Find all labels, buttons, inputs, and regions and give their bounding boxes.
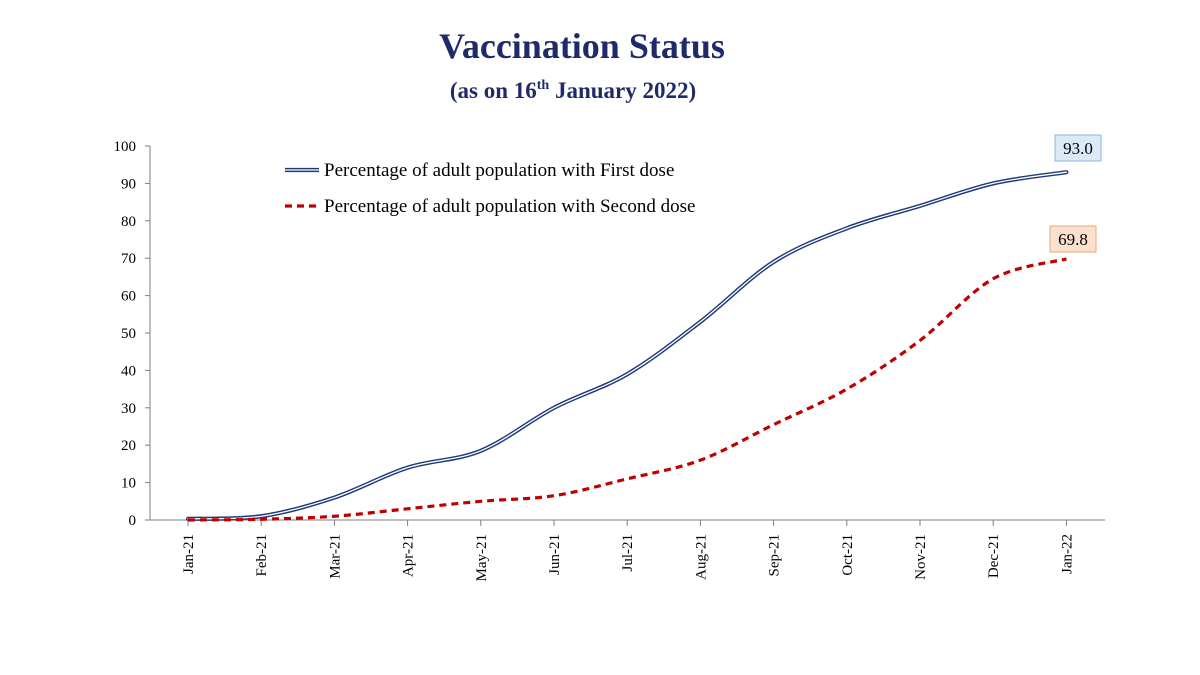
x-tick-label: Mar-21 xyxy=(327,534,343,579)
x-axis-ticks: Jan-21 Feb-21 Mar-21 Apr-21 May-21 Jun-21 Jul-… xyxy=(181,520,1075,582)
end-label-box xyxy=(1049,225,1097,253)
x-tick-label: Nov-21 xyxy=(913,534,929,580)
y-tick-label: 10 xyxy=(121,476,136,492)
chart-subtitle: (as on 16th January 2022) xyxy=(450,78,696,103)
end-labels: 93.0 69.8 xyxy=(1049,134,1102,253)
series-line-path xyxy=(187,257,1067,522)
end-label-text: 69.8 xyxy=(1058,230,1088,249)
x-tick-label: Aug-21 xyxy=(693,534,709,580)
end-label-box xyxy=(1054,134,1102,162)
y-tick-label: 60 xyxy=(121,289,136,305)
chart-title: Vaccination Status xyxy=(439,26,725,66)
x-tick-label: Oct-21 xyxy=(840,534,856,576)
y-tick-label: 80 xyxy=(121,214,136,230)
series-layer xyxy=(185,170,1069,522)
x-tick-label: Sep-21 xyxy=(767,534,783,577)
legend: Percentage of adult population with Firs… xyxy=(285,160,695,217)
x-tick-label: Dec-21 xyxy=(986,534,1002,578)
series-line-2 xyxy=(187,257,1067,522)
x-tick-label: Jul-21 xyxy=(620,534,636,572)
y-tick-label: 90 xyxy=(121,176,136,192)
chart-subtitle-superscript: th xyxy=(537,78,550,93)
y-tick-label: 70 xyxy=(121,251,136,267)
y-tick-label: 30 xyxy=(121,401,136,417)
x-tick-label: Feb-21 xyxy=(254,534,270,577)
y-tick-label: 40 xyxy=(121,363,136,379)
series-line-1 xyxy=(185,170,1069,521)
chart-subtitle-prefix: (as on 16 xyxy=(450,78,537,103)
y-axis-ticks: 0 10 20 30 40 50 60 70 80 90 100 xyxy=(114,139,150,529)
series-line-outer xyxy=(185,170,1069,521)
y-tick-label: 20 xyxy=(121,438,136,454)
y-tick-label: 100 xyxy=(114,139,137,155)
legend-label: Percentage of adult population with Seco… xyxy=(324,196,695,217)
x-tick-label: Apr-21 xyxy=(401,534,417,577)
x-tick-label: Jun-21 xyxy=(547,534,563,575)
end-label-text: 93.0 xyxy=(1063,139,1093,158)
series-line-inner xyxy=(187,171,1068,520)
chart-subtitle-suffix: January 2022) xyxy=(549,78,696,103)
x-tick-label: Jan-22 xyxy=(1059,534,1075,574)
y-tick-label: 50 xyxy=(121,326,136,342)
legend-label: Percentage of adult population with Firs… xyxy=(324,160,674,181)
x-tick-label: May-21 xyxy=(474,534,490,582)
y-tick-label: 0 xyxy=(129,513,137,529)
x-tick-label: Jan-21 xyxy=(181,534,197,574)
